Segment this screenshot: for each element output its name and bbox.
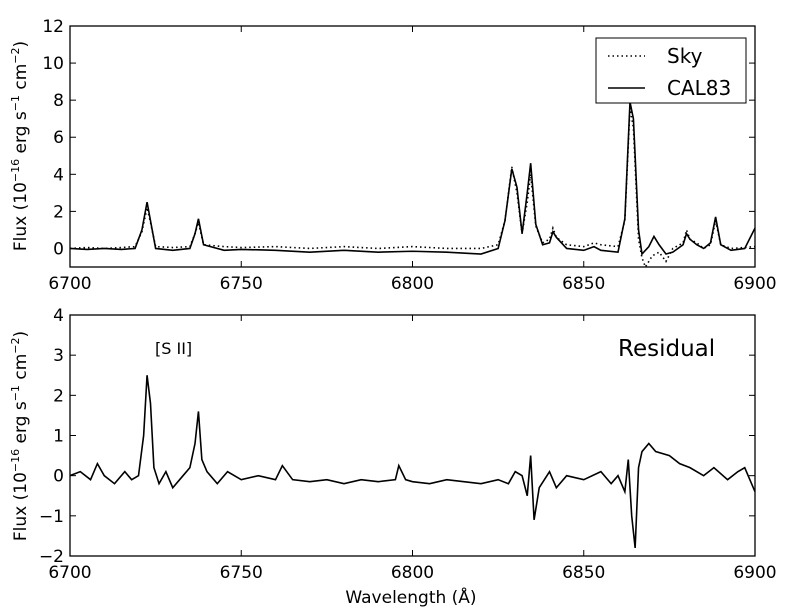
legend-box xyxy=(595,37,747,104)
bottom-xtick-label: 6700 xyxy=(48,563,91,583)
x-axis-label: Wavelength (Å) xyxy=(345,586,476,608)
bottom-panel: −2 −1 0 1 2 3 4 6700 6750 6800 6850 6900 Flux (10−… xyxy=(9,306,777,608)
bottom-xtick-label: 6800 xyxy=(391,563,434,583)
bottom-xtick-label: 6750 xyxy=(220,563,263,583)
top-ytick-label: 8 xyxy=(53,91,64,111)
bottom-series-lines xyxy=(70,375,755,549)
top-ytick-label: 10 xyxy=(42,54,64,74)
top-xticks: 6700 6750 6800 6850 6900 xyxy=(48,26,777,294)
top-y-axis-label: Flux (10−16 erg s−1 cm−2) xyxy=(9,41,31,251)
top-ytick-label: 2 xyxy=(53,202,64,222)
legend: Sky CAL83 xyxy=(595,37,747,104)
top-xtick-label: 6850 xyxy=(562,274,605,294)
top-xtick-label: 6900 xyxy=(733,274,776,294)
top-yticks: 0 2 4 6 8 10 12 xyxy=(42,17,755,259)
bottom-ytick-label: 3 xyxy=(53,346,64,366)
bottom-y-axis-label: Flux (10−16 erg s−1 cm−2) xyxy=(9,331,31,541)
bottom-xticks: 6700 6750 6800 6850 6900 xyxy=(48,315,777,583)
bottom-xtick-label: 6850 xyxy=(562,563,605,583)
legend-sky-label: Sky xyxy=(667,44,703,68)
top-xtick-label: 6700 xyxy=(48,274,91,294)
bottom-ytick-label: −1 xyxy=(39,507,64,527)
top-series-line-1 xyxy=(70,101,755,256)
top-series-lines xyxy=(70,101,755,267)
bottom-series-line-0 xyxy=(70,375,755,549)
top-xtick-label: 6800 xyxy=(391,274,434,294)
bottom-ytick-label: 2 xyxy=(53,386,64,406)
sii-annotation: [S II] xyxy=(155,339,192,358)
top-xtick-label: 6750 xyxy=(220,274,263,294)
bottom-plot-frame xyxy=(69,314,756,557)
bottom-ytick-label: 4 xyxy=(53,306,64,326)
residual-annotation: Residual xyxy=(618,336,715,362)
bottom-yticks: −2 −1 0 1 2 3 4 xyxy=(39,306,755,567)
top-ytick-label: 0 xyxy=(53,239,64,259)
bottom-ytick-label: −2 xyxy=(39,547,64,567)
top-ytick-label: 4 xyxy=(53,165,64,185)
bottom-ytick-label: 0 xyxy=(53,467,64,487)
top-ytick-label: 12 xyxy=(42,17,64,37)
bottom-xtick-label: 6900 xyxy=(733,563,776,583)
legend-cal83-label: CAL83 xyxy=(667,76,731,100)
top-panel: 0 2 4 6 8 10 12 6700 6750 6800 6850 6900 Flux (10−… xyxy=(9,17,777,294)
top-ytick-label: 6 xyxy=(53,128,64,148)
bottom-ytick-label: 1 xyxy=(53,427,64,447)
